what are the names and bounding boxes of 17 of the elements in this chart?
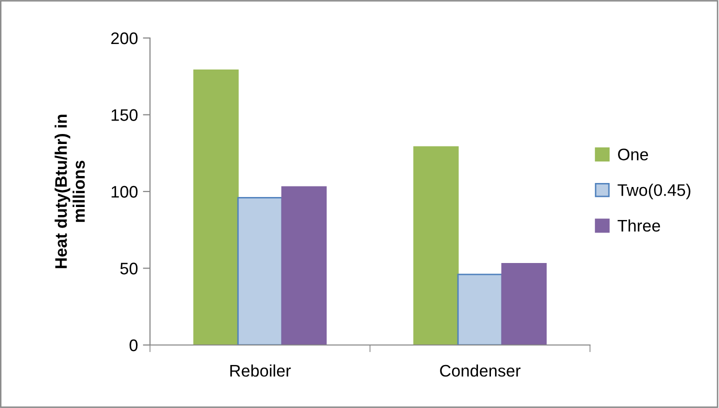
x-tick-label: Condenser bbox=[440, 364, 520, 377]
y-tick-label: 200 bbox=[111, 32, 138, 44]
y-tick-label: 100 bbox=[112, 186, 138, 198]
legend-label: One bbox=[618, 148, 648, 160]
bar bbox=[413, 146, 459, 345]
bar bbox=[193, 70, 239, 345]
y-tick-label: 150 bbox=[112, 109, 138, 121]
y-tick-label: 50 bbox=[120, 262, 138, 274]
bar bbox=[457, 274, 503, 345]
legend-label: Three bbox=[618, 219, 660, 232]
bar bbox=[281, 186, 327, 345]
bar bbox=[237, 196, 283, 345]
y-axis-title: Heat duty(Btu/hr) in millions bbox=[54, 114, 85, 268]
x-tick-label: Reboiler bbox=[230, 364, 291, 377]
legend-label: Two(0.45) bbox=[618, 184, 690, 200]
y-tick-label: 0 bbox=[130, 339, 138, 352]
bar bbox=[501, 262, 547, 345]
